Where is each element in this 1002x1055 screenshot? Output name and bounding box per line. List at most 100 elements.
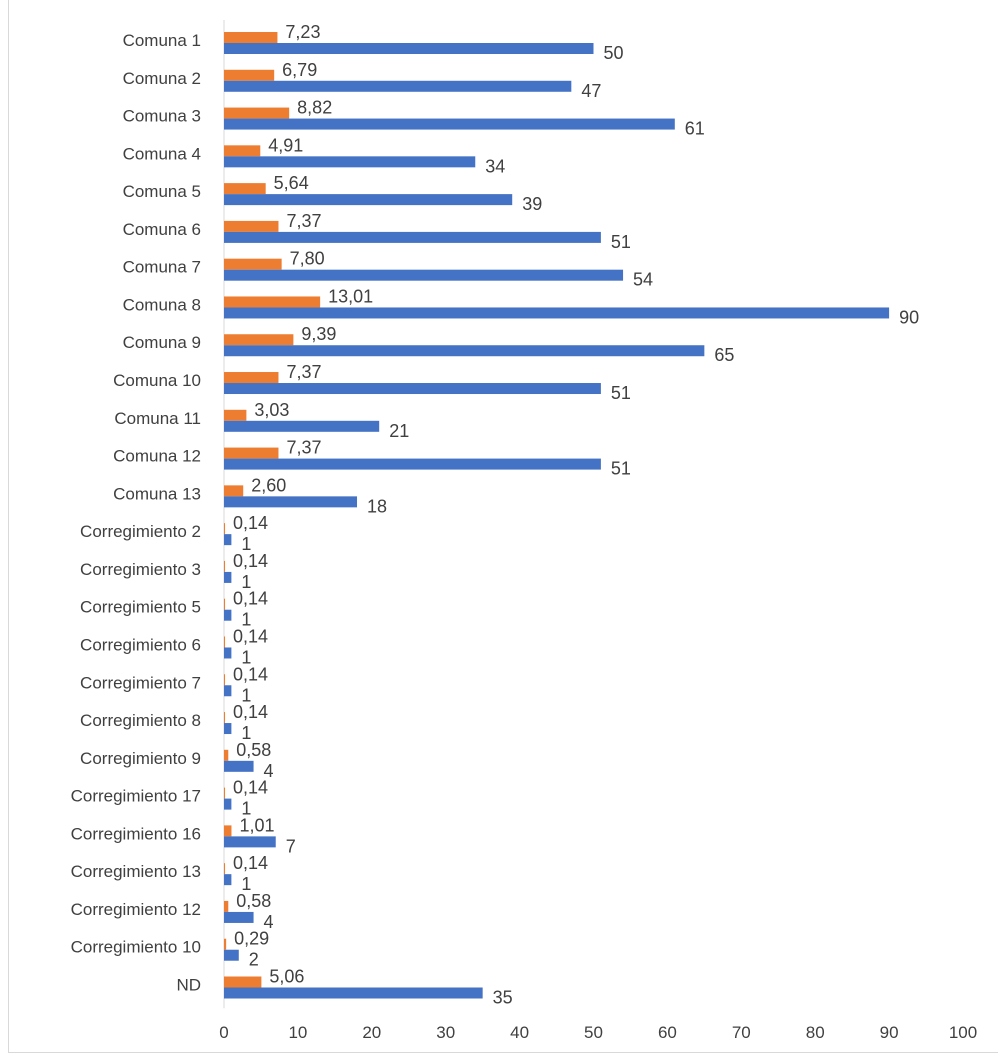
- bar-percentage: [224, 372, 279, 384]
- count-data-label: 54: [633, 270, 653, 290]
- count-data-label: 1: [241, 723, 251, 743]
- x-tick-label: 70: [732, 1023, 751, 1042]
- count-data-label: 1: [241, 685, 251, 705]
- percentage-data-label: 0,14: [233, 778, 268, 798]
- category-label: Comuna 7: [123, 258, 201, 277]
- x-tick-label: 20: [362, 1023, 381, 1042]
- bar-percentage: [224, 409, 247, 421]
- bar-count: [224, 269, 624, 281]
- percentage-data-label: 7,80: [290, 249, 325, 269]
- x-tick-label: 60: [658, 1023, 677, 1042]
- percentage-data-label: 8,82: [297, 98, 332, 118]
- x-tick-label: 80: [806, 1023, 825, 1042]
- bar-count: [224, 458, 601, 470]
- category-label: Comuna 4: [123, 144, 201, 163]
- percentage-data-label: 5,06: [269, 967, 304, 987]
- category-label: Comuna 2: [123, 69, 201, 88]
- count-data-label: 2: [249, 950, 259, 970]
- category-label: Corregimiento 2: [80, 522, 201, 541]
- bar-percentage: [224, 220, 279, 232]
- category-label: ND: [176, 976, 201, 995]
- bar-percentage: [224, 69, 275, 81]
- bar-count: [224, 534, 232, 546]
- percentage-data-label: 9,39: [301, 324, 336, 344]
- bar-percentage: [224, 334, 294, 346]
- bar-count: [224, 647, 232, 659]
- count-data-label: 4: [264, 761, 274, 781]
- x-tick-label: 0: [219, 1023, 228, 1042]
- bar-percentage: [224, 674, 226, 686]
- count-data-label: 1: [241, 874, 251, 894]
- percentage-data-label: 2,60: [251, 475, 286, 495]
- count-data-label: 90: [899, 307, 919, 327]
- category-label: Corregimiento 12: [71, 900, 201, 919]
- bar-count: [224, 760, 254, 772]
- category-label: Corregimiento 9: [80, 749, 201, 768]
- bar-percentage: [224, 296, 321, 308]
- category-label: Comuna 1: [123, 31, 201, 50]
- bar-count: [224, 911, 254, 923]
- count-data-label: 21: [389, 421, 409, 441]
- category-label: Comuna 6: [123, 220, 201, 239]
- category-label: Comuna 5: [123, 182, 201, 201]
- percentage-data-label: 0,29: [234, 929, 269, 949]
- bar-count: [224, 231, 601, 243]
- category-label: Corregimiento 6: [80, 635, 201, 654]
- count-data-label: 1: [241, 610, 251, 630]
- bar-count: [224, 80, 572, 92]
- bar-count: [224, 420, 380, 432]
- percentage-data-label: 1,01: [239, 815, 274, 835]
- bar-percentage: [224, 258, 282, 270]
- x-tick-label: 10: [288, 1023, 307, 1042]
- bar-count: [224, 874, 232, 886]
- percentage-data-label: 0,14: [233, 702, 268, 722]
- count-data-label: 51: [611, 232, 631, 252]
- count-data-label: 1: [241, 799, 251, 819]
- bar-count: [224, 685, 232, 697]
- category-label: Comuna 8: [123, 295, 201, 314]
- x-tick-label: 30: [436, 1023, 455, 1042]
- bar-count: [224, 949, 239, 961]
- bar-count: [224, 987, 483, 999]
- percentage-data-label: 13,01: [328, 286, 373, 306]
- count-data-label: 1: [241, 572, 251, 592]
- percentage-data-label: 7,37: [286, 362, 321, 382]
- percentage-data-label: 0,14: [233, 664, 268, 684]
- count-data-label: 4: [264, 912, 274, 932]
- category-label: Comuna 12: [113, 447, 201, 466]
- bar-percentage: [224, 485, 244, 497]
- x-tick-label: 50: [584, 1023, 603, 1042]
- category-label: Comuna 3: [123, 107, 201, 126]
- count-data-label: 39: [522, 194, 542, 214]
- bar-percentage: [224, 523, 226, 535]
- bar-count: [224, 836, 276, 848]
- bar-percentage: [224, 976, 262, 988]
- percentage-data-label: 0,14: [233, 551, 268, 571]
- bar-count: [224, 307, 890, 319]
- count-data-label: 47: [581, 81, 601, 101]
- category-label: Corregimiento 17: [71, 787, 201, 806]
- count-data-label: 51: [611, 459, 631, 479]
- count-data-label: 7: [286, 836, 296, 856]
- bar-percentage: [224, 107, 290, 119]
- category-label: Corregimiento 7: [80, 673, 201, 692]
- bar-percentage: [224, 598, 226, 610]
- count-data-label: 35: [493, 988, 513, 1008]
- bar-percentage: [224, 636, 226, 648]
- count-data-label: 61: [685, 119, 705, 139]
- count-data-label: 1: [241, 534, 251, 554]
- percentage-data-label: 0,58: [236, 891, 271, 911]
- percentage-data-label: 4,91: [268, 135, 303, 155]
- category-label: Comuna 11: [114, 409, 201, 428]
- category-label: Corregimiento 16: [71, 824, 201, 843]
- bar-count: [224, 496, 358, 508]
- category-label: Corregimiento 10: [71, 938, 201, 957]
- bar-count: [224, 383, 601, 395]
- category-label: Comuna 9: [123, 333, 201, 352]
- percentage-data-label: 0,14: [233, 626, 268, 646]
- bar-percentage: [224, 825, 232, 837]
- x-tick-label: 100: [949, 1023, 977, 1042]
- bar-percentage: [224, 712, 226, 724]
- bar-percentage: [224, 863, 226, 875]
